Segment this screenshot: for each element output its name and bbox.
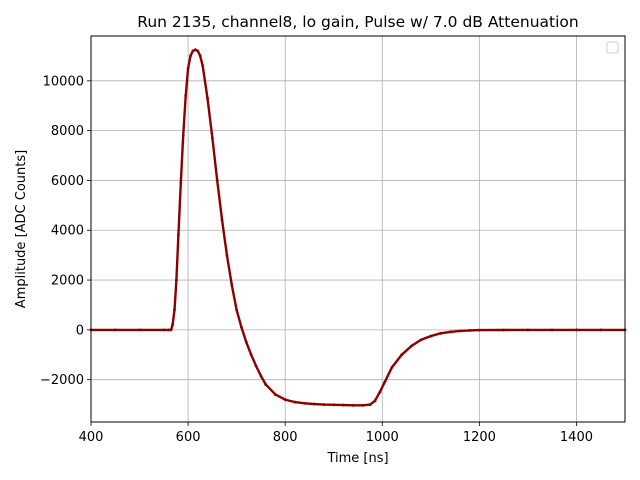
data-point — [293, 400, 297, 404]
data-point — [322, 403, 326, 406]
data-point — [181, 134, 185, 138]
data-series — [89, 48, 627, 407]
data-point — [196, 49, 200, 53]
axis-ticks: 400 600 800 1000 1200 1400 −2000 0 2000 4000 6000 8… — [40, 74, 593, 445]
data-point — [458, 329, 462, 333]
data-point — [274, 393, 277, 397]
data-point — [210, 136, 214, 140]
data-point — [477, 328, 481, 332]
data-point — [206, 96, 209, 100]
y-tick-label: 2000 — [51, 274, 84, 289]
x-tick-label: 1000 — [366, 430, 399, 445]
data-point — [254, 364, 258, 368]
data-point — [169, 328, 173, 332]
data-point — [193, 48, 197, 52]
data-point — [526, 328, 530, 332]
data-point — [502, 328, 506, 332]
y-tick-label: 0 — [76, 323, 84, 338]
data-point — [176, 233, 180, 237]
data-point — [368, 403, 372, 406]
data-point — [198, 54, 202, 58]
data-point — [240, 325, 243, 329]
data-point — [184, 94, 188, 98]
data-point — [113, 328, 117, 332]
x-tick-label: 400 — [79, 430, 104, 445]
data-point — [259, 374, 263, 378]
data-point — [312, 402, 316, 406]
x-tick-label: 600 — [176, 430, 201, 445]
y-tick-label: −2000 — [40, 373, 84, 388]
data-point — [215, 179, 219, 182]
data-point — [410, 344, 413, 348]
data-point — [191, 49, 195, 53]
data-point — [138, 328, 141, 332]
data-point — [351, 403, 355, 407]
data-point — [342, 403, 345, 407]
data-point — [167, 328, 171, 332]
data-point — [429, 334, 433, 338]
data-point — [383, 380, 387, 384]
data-point — [419, 338, 423, 342]
data-point — [189, 54, 192, 58]
data-point — [439, 331, 442, 335]
x-tick-label: 1200 — [463, 430, 496, 445]
data-point — [378, 390, 382, 394]
data-point — [244, 340, 248, 344]
data-point — [550, 328, 554, 332]
plot-frame — [90, 35, 626, 423]
legend-box — [606, 41, 619, 54]
data-point — [225, 253, 229, 257]
data-point — [230, 283, 234, 287]
data-point — [173, 308, 176, 312]
data-point — [249, 353, 253, 357]
data-point — [171, 323, 174, 327]
x-axis-label: Time [ns] — [326, 451, 388, 466]
data-point — [201, 64, 205, 68]
data-point — [400, 353, 404, 357]
y-tick-label: 10000 — [43, 74, 84, 89]
data-point — [175, 278, 178, 282]
data-point — [361, 403, 365, 407]
data-point — [468, 328, 472, 332]
data-point — [575, 328, 578, 332]
data-point — [303, 401, 306, 405]
data-point — [390, 365, 394, 369]
y-tick-label: 4000 — [51, 224, 84, 239]
data-point — [599, 328, 603, 332]
data-point — [264, 383, 268, 387]
y-tick-label: 6000 — [51, 174, 84, 189]
data-point — [162, 328, 166, 332]
x-tick-label: 800 — [273, 430, 298, 445]
data-point — [448, 330, 452, 334]
data-point — [220, 218, 224, 222]
data-point — [283, 398, 287, 401]
y-tick-label: 8000 — [51, 124, 84, 139]
x-tick-label: 1400 — [560, 430, 593, 445]
data-point — [179, 181, 183, 185]
data-point — [186, 66, 190, 70]
chart-title: Run 2135, channel8, lo gain, Pulse w/ 7.… — [137, 13, 578, 31]
data-point — [235, 308, 239, 312]
data-point — [373, 399, 377, 403]
data-point — [332, 403, 336, 407]
y-axis-label: Amplitude [ADC Counts] — [14, 150, 29, 308]
